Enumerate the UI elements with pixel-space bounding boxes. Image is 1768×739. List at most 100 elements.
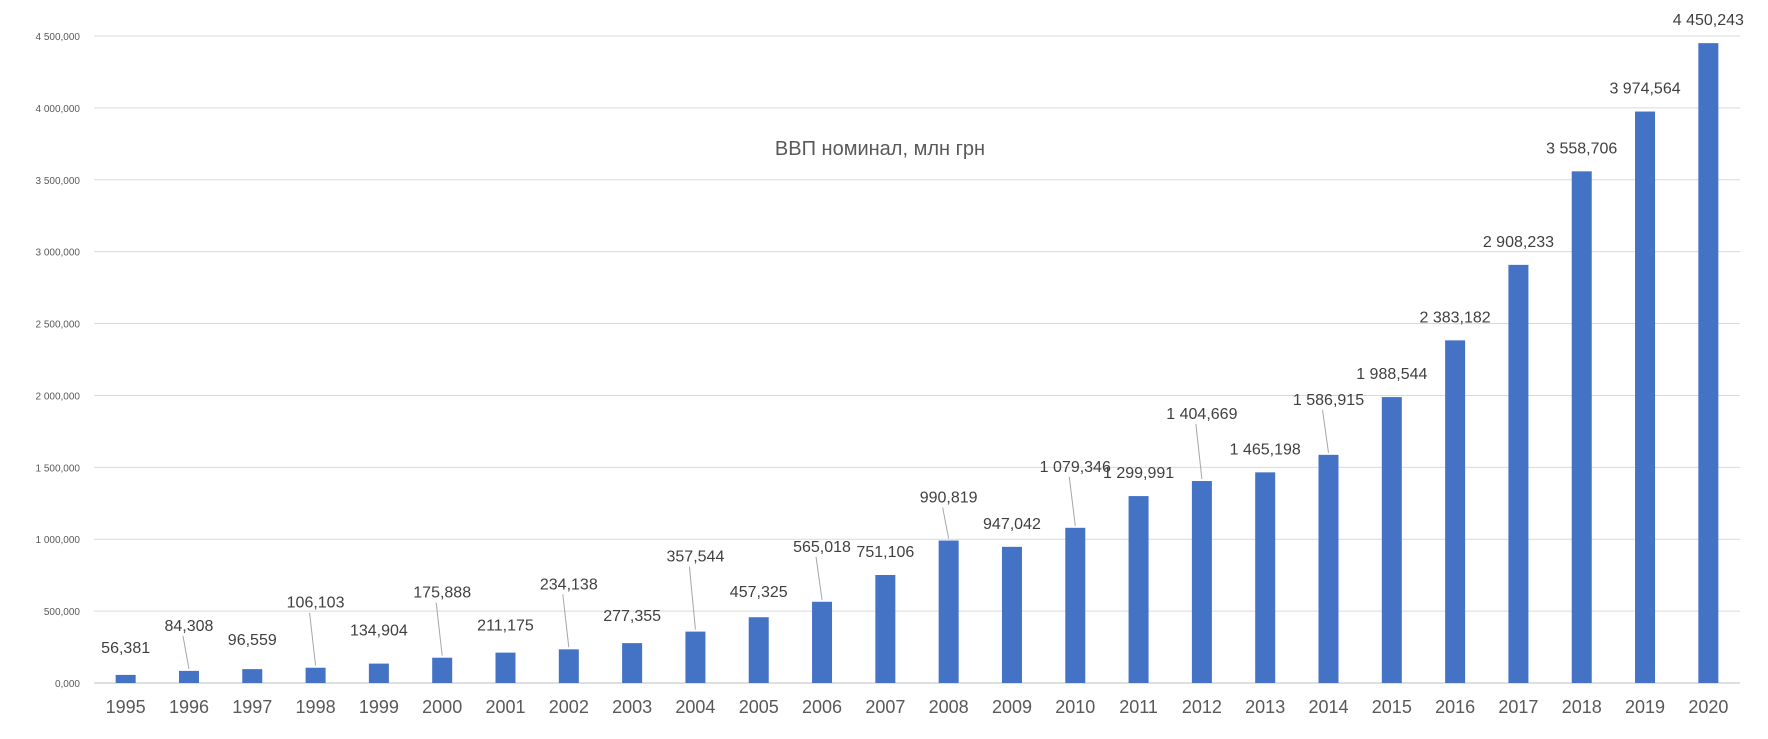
leader-line xyxy=(942,507,950,539)
leader-line xyxy=(815,556,823,600)
x-tick-label: 2015 xyxy=(1372,697,1412,717)
bar-2003 xyxy=(622,643,643,683)
x-tick-label: 2006 xyxy=(802,697,842,717)
leader-line xyxy=(309,612,317,666)
data-label: 96,559 xyxy=(228,632,277,649)
x-tick-label: 2017 xyxy=(1498,697,1538,717)
data-label: 134,904 xyxy=(350,623,408,640)
bar-1997 xyxy=(242,669,263,683)
bar-1995 xyxy=(115,674,136,683)
y-axis: 0,000 500,000 1 000,000 1 500,000 2 000,000 2… xyxy=(36,32,81,690)
y-tick-label: 3 500,000 xyxy=(36,176,81,187)
leader-lines xyxy=(182,409,1329,669)
x-tick-label: 2010 xyxy=(1055,697,1095,717)
gridlines xyxy=(94,35,1740,684)
data-label: 1 079,346 xyxy=(1040,459,1111,476)
bar-1998 xyxy=(305,667,326,683)
bar-1996 xyxy=(178,670,199,683)
bar-1999 xyxy=(368,663,389,683)
x-tick-label: 2007 xyxy=(865,697,905,717)
y-tick-label: 1 000,000 xyxy=(36,535,81,546)
x-tick-label: 2013 xyxy=(1245,697,1285,717)
bar-2001 xyxy=(495,652,516,683)
bar-2002 xyxy=(558,649,579,683)
y-tick-label: 4 000,000 xyxy=(36,104,81,115)
bar-2013 xyxy=(1255,472,1276,683)
x-axis: 1995 1996 1997 1998 1999 2000 2001 2002 2003 2004… xyxy=(106,697,1729,717)
bar-2008 xyxy=(938,540,959,683)
bar-2018 xyxy=(1571,171,1592,683)
x-tick-label: 2018 xyxy=(1562,697,1602,717)
x-tick-label: 2016 xyxy=(1435,697,1475,717)
x-tick-label: 1999 xyxy=(359,697,399,717)
bar-2006 xyxy=(812,601,833,683)
data-label: 565,018 xyxy=(793,539,851,556)
leader-line xyxy=(688,566,696,630)
data-labels: 56,381 84,308 96,559 106,103 134,904 175,888 2… xyxy=(101,12,1744,657)
bar-2009 xyxy=(1001,546,1022,683)
x-tick-label: 2004 xyxy=(675,697,715,717)
x-tick-label: 2002 xyxy=(549,697,589,717)
data-label: 106,103 xyxy=(287,595,345,612)
data-label: 1 586,915 xyxy=(1293,392,1364,409)
data-label: 357,544 xyxy=(667,549,725,566)
x-tick-label: 2014 xyxy=(1308,697,1348,717)
x-tick-label: 2009 xyxy=(992,697,1032,717)
leader-line xyxy=(182,635,190,669)
data-label: 175,888 xyxy=(413,585,471,602)
data-label: 3 558,706 xyxy=(1546,140,1617,157)
data-label: 4 450,243 xyxy=(1673,12,1744,29)
data-label: 457,325 xyxy=(730,584,788,601)
bar-2010 xyxy=(1065,527,1086,683)
data-label: 1 299,991 xyxy=(1103,465,1174,482)
bars xyxy=(115,43,1719,684)
data-label: 751,106 xyxy=(856,544,914,561)
chart-title: ВВП номинал, млн грн xyxy=(775,138,985,160)
bar-2016 xyxy=(1445,340,1466,683)
bar-2017 xyxy=(1508,264,1529,683)
x-tick-label: 1998 xyxy=(296,697,336,717)
bar-2011 xyxy=(1128,496,1149,683)
leader-line xyxy=(1322,409,1329,453)
x-tick-label: 2012 xyxy=(1182,697,1222,717)
y-tick-label: 1 500,000 xyxy=(36,463,81,474)
x-tick-label: 2001 xyxy=(485,697,525,717)
x-tick-label: 2011 xyxy=(1119,697,1158,717)
bar-2014 xyxy=(1318,454,1339,683)
data-label: 277,355 xyxy=(603,608,661,625)
x-tick-label: 1995 xyxy=(106,697,146,717)
x-tick-label: 2020 xyxy=(1688,697,1728,717)
leader-line xyxy=(1195,423,1203,480)
bar-2007 xyxy=(875,575,896,683)
data-label: 84,308 xyxy=(164,618,213,635)
data-label: 3 974,564 xyxy=(1609,81,1680,98)
data-label: 2 383,182 xyxy=(1420,309,1491,326)
x-tick-label: 2008 xyxy=(929,697,969,717)
data-label: 947,042 xyxy=(983,516,1041,533)
data-label: 1 404,669 xyxy=(1166,406,1237,423)
data-label: 1 988,544 xyxy=(1356,366,1427,383)
y-tick-label: 500,000 xyxy=(44,607,81,618)
x-tick-label: 2005 xyxy=(739,697,779,717)
leader-line xyxy=(562,594,570,648)
data-label: 1 465,198 xyxy=(1230,441,1301,458)
bar-2012 xyxy=(1191,481,1212,683)
data-label: 990,819 xyxy=(920,490,978,507)
data-label: 2 908,233 xyxy=(1483,234,1554,251)
data-label: 56,381 xyxy=(101,640,150,657)
y-tick-label: 0,000 xyxy=(55,679,80,690)
x-tick-label: 2003 xyxy=(612,697,652,717)
x-tick-label: 1996 xyxy=(169,697,209,717)
bar-2000 xyxy=(432,657,453,683)
y-tick-label: 2 500,000 xyxy=(36,320,81,331)
bar-2015 xyxy=(1381,397,1402,683)
data-label: 234,138 xyxy=(540,576,598,593)
bar-2019 xyxy=(1635,111,1656,683)
y-tick-label: 3 000,000 xyxy=(36,248,81,259)
x-tick-label: 2000 xyxy=(422,697,462,717)
bar-2020 xyxy=(1698,43,1719,684)
bar-2005 xyxy=(748,617,769,683)
bar-2004 xyxy=(685,631,706,683)
